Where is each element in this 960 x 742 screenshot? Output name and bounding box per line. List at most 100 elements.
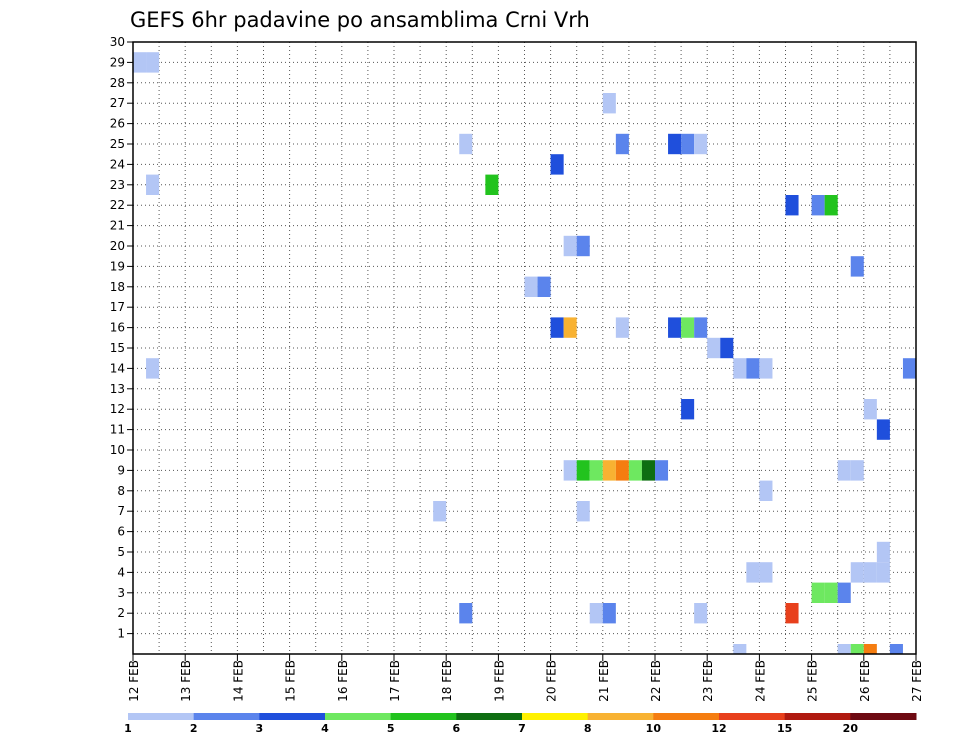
heatmap-cell xyxy=(694,603,708,624)
heatmap-cell xyxy=(537,276,551,297)
heatmap-cell xyxy=(707,337,721,359)
y-tick-label: 14 xyxy=(110,361,125,375)
heatmap-cell xyxy=(550,317,564,338)
heatmap-cell xyxy=(576,501,590,522)
heatmap-cell xyxy=(628,460,642,481)
y-tick-label: 6 xyxy=(117,525,125,539)
heatmap-cell xyxy=(694,133,708,155)
heatmap-cell xyxy=(576,460,590,481)
x-tick-label: 21 FEB xyxy=(597,660,611,702)
y-tick-label: 26 xyxy=(110,117,125,131)
heatmap-cell xyxy=(811,195,825,216)
heatmap-cell xyxy=(824,582,838,603)
heatmap-cell xyxy=(759,480,773,501)
chart-title: GEFS 6hr padavine po ansamblima Crni Vrh xyxy=(130,8,590,32)
x-tick-label: 26 FEB xyxy=(858,660,872,702)
legend-label: 12 xyxy=(711,722,726,735)
heatmap-cell xyxy=(759,562,773,583)
y-tick-label: 9 xyxy=(117,463,125,477)
heatmap-cell xyxy=(615,133,629,155)
y-tick-label: 4 xyxy=(117,565,125,579)
heatmap-cell xyxy=(485,174,499,195)
heatmap-cell xyxy=(837,460,851,481)
heatmap-cell xyxy=(876,419,890,440)
y-tick-label: 17 xyxy=(110,300,125,314)
y-tick-label: 10 xyxy=(110,443,125,457)
heatmap-cell xyxy=(641,460,655,481)
y-tick-label: 29 xyxy=(110,55,125,69)
heatmap-cell xyxy=(550,154,564,175)
legend-swatch xyxy=(719,713,786,720)
heatmap-cell xyxy=(759,358,773,379)
heatmap-cell xyxy=(824,195,838,216)
x-tick-label: 22 FEB xyxy=(649,660,663,702)
color-legend: 1 2 3 4 5 6 7 8 10 12 15 20 xyxy=(124,713,917,735)
x-axis: 12 FEB 13 FEB 14 FEB 15 FEB 16 FEB 17 FEB 18 F… xyxy=(127,654,924,702)
heatmap-cell xyxy=(589,460,603,481)
x-tick-label: 16 FEB xyxy=(336,660,350,702)
legend-label: 6 xyxy=(453,722,461,735)
y-tick-label: 25 xyxy=(110,137,125,151)
heatmap-cell xyxy=(615,317,629,338)
y-tick-label: 16 xyxy=(110,321,125,335)
legend-swatch xyxy=(128,713,195,720)
legend-label: 4 xyxy=(321,722,329,735)
heatmap-cell xyxy=(850,562,864,583)
y-tick-label: 22 xyxy=(110,198,125,212)
x-tick-label: 24 FEB xyxy=(753,660,767,702)
heatmap-cell xyxy=(146,358,160,379)
heatmap-cell xyxy=(863,562,877,583)
legend-swatch xyxy=(325,713,392,720)
y-tick-label: 15 xyxy=(110,341,125,355)
y-tick-label: 8 xyxy=(117,484,125,498)
heatmap-cell xyxy=(668,317,682,338)
legend-label: 8 xyxy=(584,722,592,735)
y-tick-label: 12 xyxy=(110,402,125,416)
x-tick-label: 17 FEB xyxy=(388,660,402,702)
legend-label: 20 xyxy=(843,722,859,735)
y-tick-label: 21 xyxy=(110,219,125,233)
x-tick-label: 15 FEB xyxy=(284,660,298,702)
legend-label: 15 xyxy=(777,722,792,735)
y-tick-label: 19 xyxy=(110,259,125,273)
legend-swatch xyxy=(850,713,917,720)
heatmap-cell xyxy=(837,644,851,654)
heatmap-cell xyxy=(811,582,825,603)
y-tick-label: 23 xyxy=(110,178,125,192)
legend-label: 10 xyxy=(646,722,662,735)
heatmap-cell xyxy=(681,317,695,338)
x-tick-label: 12 FEB xyxy=(127,660,141,702)
heatmap-cell xyxy=(850,644,864,654)
heatmap-cell xyxy=(876,541,890,563)
heatmap-cell xyxy=(563,460,577,481)
heatmap-cell xyxy=(602,603,616,624)
y-tick-label: 20 xyxy=(110,239,125,253)
heatmap-cell xyxy=(589,603,603,624)
y-tick-label: 2 xyxy=(117,606,125,620)
heatmap-cell xyxy=(563,235,577,257)
x-tick-label: 18 FEB xyxy=(440,660,454,702)
heatmap-cell xyxy=(746,358,760,379)
heatmap-cell xyxy=(902,358,916,379)
x-tick-label: 13 FEB xyxy=(179,660,193,702)
x-tick-label: 25 FEB xyxy=(806,660,820,702)
y-tick-label: 13 xyxy=(110,382,125,396)
heatmap-cell xyxy=(733,358,747,379)
y-tick-label: 1 xyxy=(117,627,125,641)
legend-swatch xyxy=(390,713,457,720)
heatmap-cell xyxy=(655,460,669,481)
y-tick-label: 11 xyxy=(110,423,125,437)
y-tick-label: 3 xyxy=(117,586,125,600)
legend-label: 1 xyxy=(124,722,132,735)
heatmap-cell xyxy=(524,276,538,297)
x-tick-label: 20 FEB xyxy=(545,660,559,702)
heatmap-cell xyxy=(433,501,447,522)
legend-label: 5 xyxy=(387,722,395,735)
y-tick-label: 7 xyxy=(117,504,125,518)
legend-swatch xyxy=(193,713,260,720)
heatmap-cell xyxy=(146,174,160,195)
legend-label: 7 xyxy=(518,722,526,735)
heatmap-cell xyxy=(681,399,695,420)
heatmap-cell xyxy=(746,562,760,583)
